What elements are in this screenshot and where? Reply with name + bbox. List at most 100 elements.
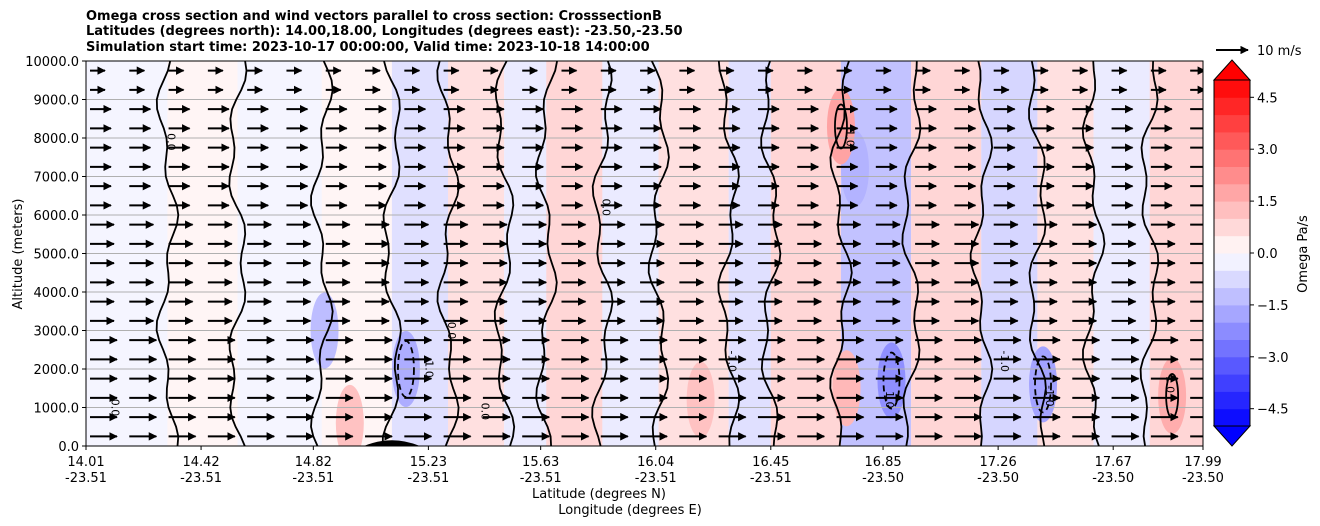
colorbar-segment	[1214, 356, 1250, 375]
colorbar-segment	[1214, 166, 1250, 185]
x-tick-label-lon: -23.51	[65, 471, 107, 486]
colorbar-segment	[1214, 218, 1250, 237]
x-tick-label-lat: 16.45	[752, 455, 789, 470]
x-tick-label-lon: -23.50	[1182, 471, 1224, 486]
y-tick-label: 7000.0	[34, 171, 80, 186]
omega-positive-cell	[335, 384, 364, 446]
y-tick-label: 0.0	[58, 440, 79, 455]
colorbar-segment	[1214, 374, 1250, 392]
colorbar-segment	[1214, 391, 1250, 410]
x-tick-label-lat: 16.85	[864, 455, 901, 470]
x-tick-label-lat: 14.82	[295, 455, 332, 470]
contour-label: 0.0	[479, 403, 492, 421]
x-tick-label-lon: -23.51	[180, 471, 222, 486]
x-tick-label-lat: 15.63	[522, 455, 559, 470]
contour-line-zero	[1081, 61, 1106, 446]
colorbar-segment	[1214, 80, 1250, 98]
omega-filled-contours	[86, 61, 1203, 446]
contour-label: 0.0	[445, 322, 458, 340]
contour-line-zero	[591, 61, 614, 446]
colorbar-extend-max	[1212, 59, 1252, 81]
y-tick-label: 6000.0	[34, 209, 80, 224]
y-tick-label: 4000.0	[34, 286, 80, 301]
x-axis: 14.01-23.5114.42-23.5114.82-23.5115.23-2…	[65, 446, 1224, 486]
x-tick-label-lat: 17.26	[980, 455, 1017, 470]
colorbar-segment	[1214, 287, 1250, 306]
x-tick-label-lat: 14.01	[67, 455, 104, 470]
colorbar-tick-label: 4.5	[1257, 91, 1278, 106]
contour-line-zero	[1028, 61, 1047, 446]
y-tick-label: 1000.0	[34, 402, 80, 417]
contour-label: 0.0	[599, 199, 612, 217]
contour-line-zero	[310, 61, 334, 446]
chart-title-line-1: Omega cross section and wind vectors par…	[86, 9, 662, 24]
quiver-key: 10 m/s	[1216, 44, 1302, 59]
contour-line-negative	[1034, 355, 1052, 414]
y-tick-label: 9000.0	[34, 94, 80, 109]
contour-label: 0.0	[164, 133, 177, 151]
contour-line-zero	[717, 61, 741, 446]
contour-line-zero	[155, 61, 180, 446]
colorbar-segment	[1214, 270, 1250, 289]
colorbar-segment	[1214, 408, 1250, 427]
contour-labels: 0.0 1.0 0.0 0.0 -1.0 1.0 1.0 -1.0 -1.0 1.0 0.0 0.0	[108, 129, 1176, 420]
x-axis-label-latitude: Latitude (degrees N)	[532, 487, 666, 502]
contour-label: 0.0	[108, 399, 121, 417]
x-tick-label-lon: -23.50	[977, 471, 1019, 486]
contour-label: 1.0	[883, 391, 896, 409]
contour-label: 1.0	[1164, 376, 1177, 394]
colorbar-segment	[1214, 131, 1250, 150]
x-tick-label-lat: 15.23	[410, 455, 447, 470]
colorbar-segment	[1214, 114, 1250, 133]
colorbar-segment	[1214, 149, 1250, 167]
contour-line-zero	[901, 61, 922, 446]
x-tick-label-lon: -23.50	[1092, 471, 1134, 486]
y-tick-label: 8000.0	[34, 132, 80, 147]
colorbar-tick-label: 1.5	[1257, 195, 1278, 210]
wind-vectors	[90, 66, 1203, 441]
colorbar-segment	[1214, 322, 1250, 340]
contour-label: 1.0	[844, 129, 857, 147]
colorbar-extend-min	[1212, 425, 1252, 447]
x-tick-label-lon: -23.51	[750, 471, 792, 486]
colorbar-tick-label: 3.0	[1257, 143, 1278, 158]
x-tick-label-lon: -23.51	[520, 471, 562, 486]
colorbar-tick-label: 0.0	[1257, 247, 1278, 262]
y-tick-label: 3000.0	[34, 325, 80, 340]
x-tick-label-lat: 16.04	[637, 455, 674, 470]
contour-line-zero	[381, 61, 402, 446]
contour-label: -1.0	[998, 351, 1011, 372]
contour-line-zero	[829, 61, 853, 446]
colorbar-segment	[1214, 183, 1250, 202]
contour-label: -1.0	[726, 351, 739, 372]
x-tick-label-lat: 17.99	[1184, 455, 1221, 470]
contour-line-zero	[760, 61, 782, 446]
colorbar: 4.5 3.0 1.5 0.0 −1.5 −3.0 −4.5	[1212, 59, 1289, 447]
colorbar-segment	[1214, 97, 1250, 116]
x-tick-label-lon: -23.51	[292, 471, 334, 486]
contour-label: 1.0	[423, 360, 436, 378]
omega-negative-cell	[1029, 346, 1058, 423]
colorbar-tick-label: −3.0	[1257, 351, 1289, 366]
quiver-key-label: 10 m/s	[1257, 44, 1302, 59]
chart-title-line-2: Latitudes (degrees north): 14.00,18.00, …	[86, 24, 683, 39]
colorbar-tick-label: −4.5	[1257, 403, 1289, 418]
contour-line-zero	[534, 61, 558, 446]
contour-line-zero	[969, 61, 994, 446]
colorbar-segment	[1214, 253, 1250, 271]
x-tick-label-lon: -23.50	[862, 471, 904, 486]
contour-line-zero	[436, 61, 460, 446]
y-tick-label: 10000.0	[25, 55, 79, 70]
x-axis-label-longitude: Longitude (degrees E)	[558, 503, 702, 518]
omega-contour-lines	[155, 61, 1180, 446]
colorbar-segment	[1214, 235, 1250, 254]
y-tick-label: 2000.0	[34, 363, 80, 378]
chart-title-line-3: Simulation start time: 2023-10-17 00:00:…	[86, 40, 650, 55]
colorbar-tick-label: −1.5	[1257, 299, 1289, 314]
contour-line-zero	[1139, 61, 1160, 446]
omega-positive-cell	[686, 361, 715, 438]
y-axis: 0.0 1000.0 2000.0 3000.0 4000.0 5000.0 6000.0 7…	[25, 55, 86, 455]
contour-label: -1.0	[1043, 385, 1056, 406]
